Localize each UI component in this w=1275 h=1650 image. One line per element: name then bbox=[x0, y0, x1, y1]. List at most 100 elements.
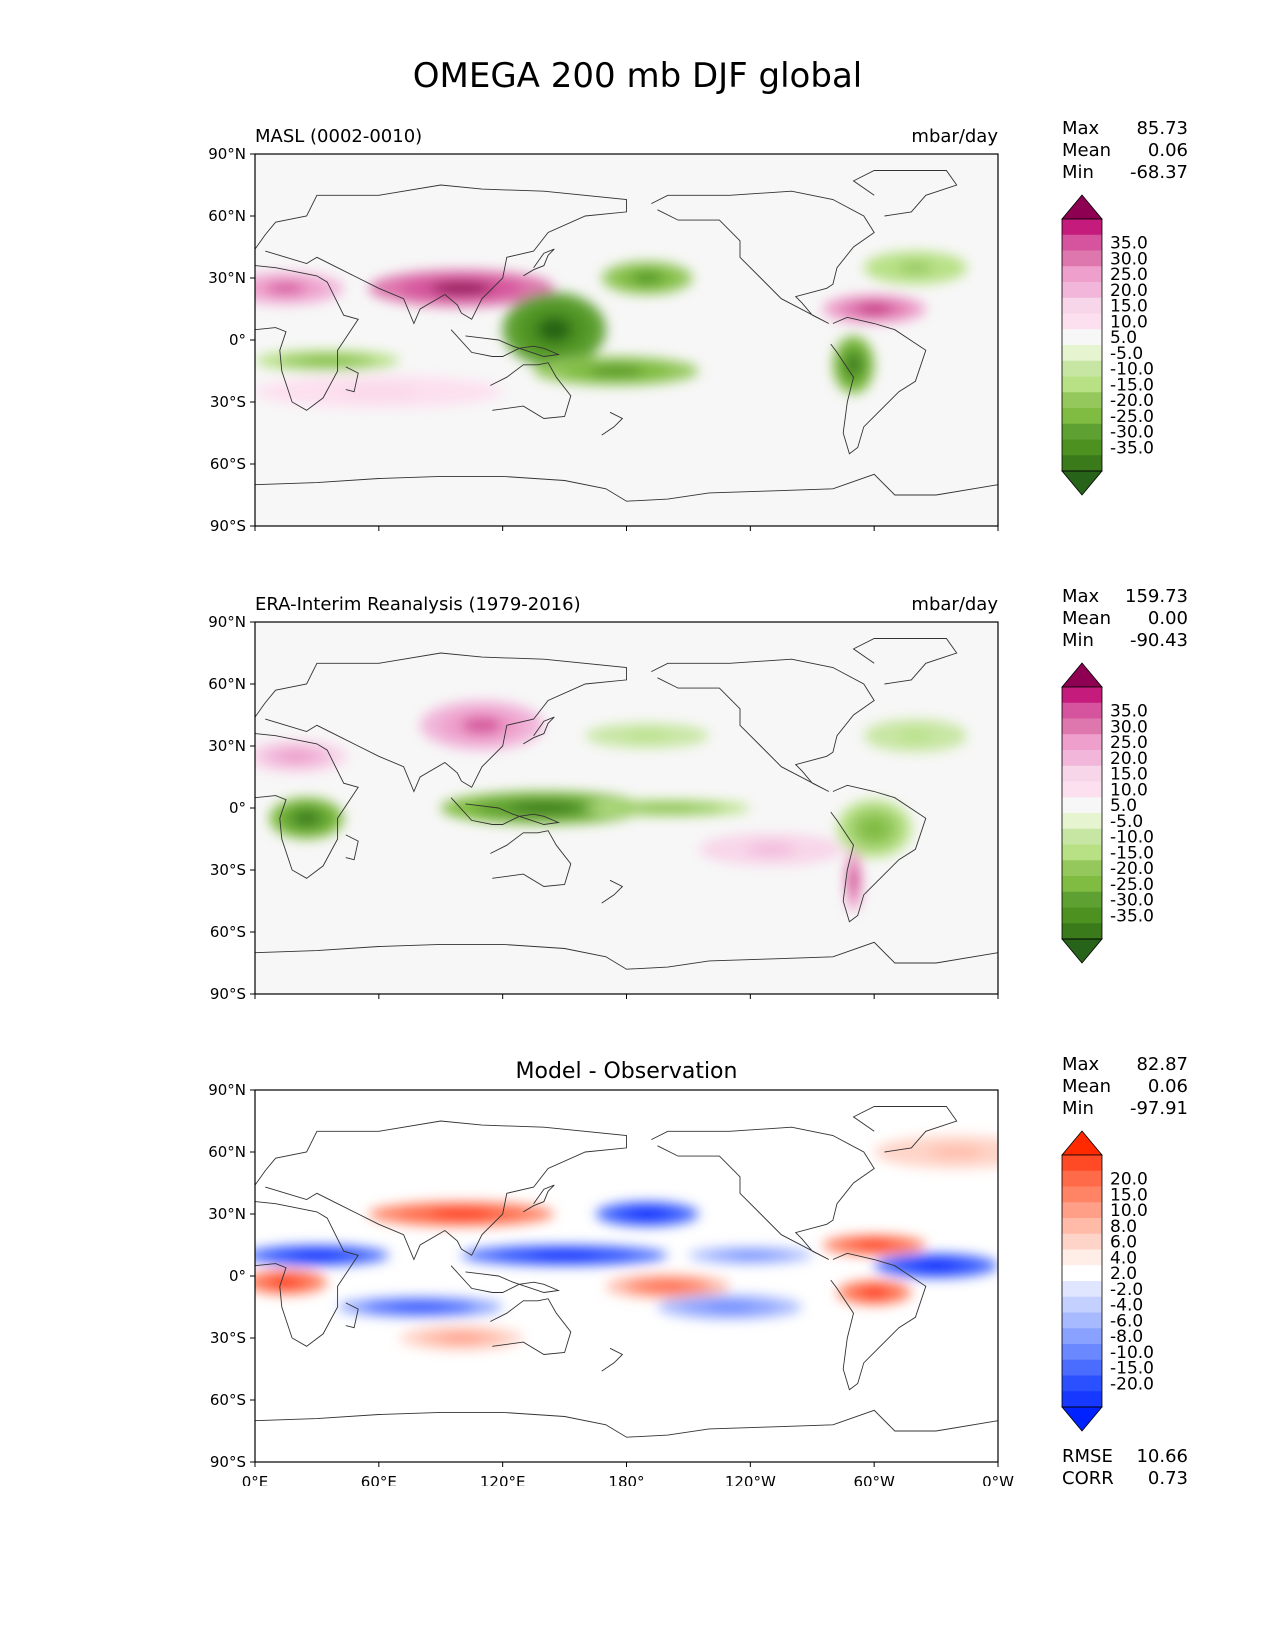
colorbar-label: 35.0 bbox=[1110, 702, 1148, 722]
y-tick-label: 0° bbox=[229, 799, 246, 817]
colorbar-label: -4.0 bbox=[1110, 1296, 1143, 1316]
colorbar-label: 5.0 bbox=[1110, 328, 1137, 348]
colorbar-label: -20.0 bbox=[1110, 1374, 1154, 1394]
colorbar-segment bbox=[1062, 439, 1102, 456]
colorbar-label: 4.0 bbox=[1110, 1248, 1137, 1268]
x-tick-label: 120°E bbox=[480, 537, 526, 540]
y-tick-label: 90°S bbox=[210, 517, 246, 535]
x-tick-label: 60°W bbox=[853, 1473, 895, 1486]
stat-value: -90.43 bbox=[1130, 630, 1188, 651]
colorbar-label: -30.0 bbox=[1110, 423, 1154, 443]
y-tick-label: 90°N bbox=[208, 1081, 246, 1099]
y-tick-label: 60°N bbox=[208, 1143, 246, 1161]
x-tick-label: 120°W bbox=[725, 537, 776, 540]
colorbar-label: 10.0 bbox=[1110, 1201, 1148, 1221]
colorbar-segment bbox=[1062, 1296, 1102, 1313]
field-anomaly-1 bbox=[430, 282, 493, 295]
colorbar-label: -5.0 bbox=[1110, 812, 1143, 832]
colorbar-segment bbox=[1062, 702, 1102, 719]
coastline-4 bbox=[830, 316, 927, 455]
colorbar-extend-bottom bbox=[1061, 470, 1103, 496]
extra-stat-value: 0.73 bbox=[1148, 1468, 1188, 1486]
y-tick-label: 30°N bbox=[208, 269, 246, 287]
coastline-2 bbox=[490, 1298, 572, 1355]
field-anomaly-7 bbox=[647, 1282, 689, 1291]
colorbar-segment bbox=[1062, 718, 1102, 735]
colorbar-segment bbox=[1062, 282, 1102, 299]
coastline-6 bbox=[255, 1409, 998, 1438]
field-anomaly-5 bbox=[861, 819, 887, 839]
colorbar-extend-top bbox=[1061, 1130, 1103, 1156]
stat-value: -68.37 bbox=[1130, 162, 1188, 183]
colorbar-label: -10.0 bbox=[1110, 360, 1154, 380]
coastline-4 bbox=[830, 784, 927, 923]
stat-label: Mean bbox=[1062, 1076, 1111, 1097]
x-tick-label: 120°E bbox=[480, 1473, 526, 1486]
stat-label: Min bbox=[1062, 1098, 1094, 1119]
field-anomaly-3 bbox=[588, 366, 644, 376]
colorbar-label: -10.0 bbox=[1110, 1343, 1154, 1363]
colorbar-extend-top bbox=[1061, 194, 1103, 220]
x-tick-label: 60°E bbox=[361, 1005, 397, 1008]
colorbar-segment bbox=[1062, 297, 1102, 314]
x-tick-label: 0°W bbox=[982, 1005, 1014, 1008]
colorbar-label: -5.0 bbox=[1110, 344, 1143, 364]
colorbar-label: -35.0 bbox=[1110, 906, 1154, 926]
y-tick-label: 30°N bbox=[208, 737, 246, 755]
field-anomaly-0 bbox=[266, 282, 306, 294]
colorbar-frame bbox=[1061, 686, 1103, 940]
field-anomaly-5 bbox=[856, 304, 892, 314]
stat-label: Mean bbox=[1062, 608, 1111, 629]
coastline-6 bbox=[255, 941, 998, 970]
stat-label: Min bbox=[1062, 162, 1094, 183]
colorbar-segment bbox=[1062, 1202, 1102, 1219]
field-anomaly-3 bbox=[430, 1209, 493, 1219]
colorbar-label: -15.0 bbox=[1110, 1359, 1154, 1379]
field-anomaly-6 bbox=[846, 355, 861, 375]
stat-value: 159.73 bbox=[1125, 586, 1188, 607]
stat-value: 82.87 bbox=[1136, 1054, 1188, 1075]
colorbar-label: 20.0 bbox=[1110, 1170, 1148, 1190]
colorbar-label: 6.0 bbox=[1110, 1233, 1137, 1253]
x-tick-label: 0°E bbox=[242, 1005, 269, 1008]
coastline-5 bbox=[852, 638, 958, 685]
map-background bbox=[255, 154, 998, 526]
colorbar-extend-top bbox=[1061, 662, 1103, 688]
colorbar-segment bbox=[1062, 1249, 1102, 1266]
field-anomaly-6 bbox=[861, 1288, 887, 1297]
y-tick-label: 90°N bbox=[208, 613, 246, 631]
x-tick-label: 0°W bbox=[982, 1473, 1014, 1486]
coastlines bbox=[255, 170, 998, 502]
colorbar-label: 20.0 bbox=[1110, 281, 1148, 301]
stat-label: Max bbox=[1062, 586, 1100, 607]
colorbar-label: 15.0 bbox=[1110, 765, 1148, 785]
field-anomaly-4 bbox=[629, 1209, 665, 1219]
colorbar-label: 25.0 bbox=[1110, 265, 1148, 285]
x-tick-label: 60°W bbox=[853, 537, 895, 540]
coastline-3 bbox=[651, 190, 875, 324]
stat-value: 85.73 bbox=[1136, 118, 1188, 139]
coastline-4 bbox=[830, 1252, 927, 1391]
colorbar-label: -8.0 bbox=[1110, 1327, 1143, 1347]
colorbar-segment bbox=[1062, 1281, 1102, 1298]
field-anomaly-11 bbox=[440, 1333, 483, 1343]
coastline-3 bbox=[651, 1126, 875, 1260]
y-tick-label: 90°N bbox=[208, 145, 246, 163]
colorbar-label: 5.0 bbox=[1110, 796, 1137, 816]
coastline-5 bbox=[852, 1106, 958, 1153]
colorbar-label: -2.0 bbox=[1110, 1280, 1143, 1300]
colorbar-frame bbox=[1061, 1154, 1103, 1408]
coastline-1 bbox=[255, 1120, 627, 1261]
colorbar-segment bbox=[1062, 1375, 1102, 1392]
colorbar-label: 30.0 bbox=[1110, 249, 1148, 269]
colorbar-segment bbox=[1062, 234, 1102, 251]
colorbar-segment bbox=[1062, 1359, 1102, 1376]
field-anomaly-1 bbox=[530, 1251, 599, 1259]
field-anomaly-2 bbox=[272, 1278, 300, 1287]
colorbar-segment bbox=[1062, 345, 1102, 362]
colorbar-segment bbox=[1062, 876, 1102, 893]
colorbar-segment bbox=[1062, 455, 1102, 472]
coastline-10 bbox=[345, 1302, 359, 1329]
coastline-8 bbox=[523, 248, 555, 277]
x-tick-label: 0°W bbox=[982, 537, 1014, 540]
